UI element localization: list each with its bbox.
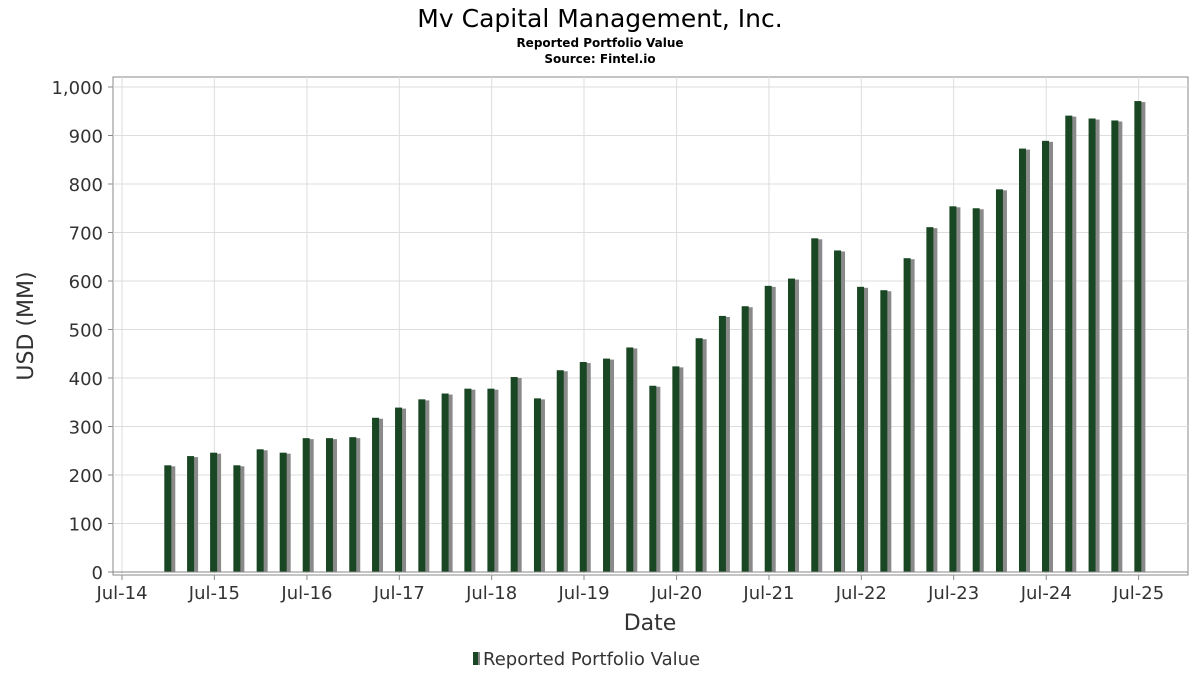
- bar: [741, 306, 749, 572]
- bar: [603, 358, 611, 572]
- bar: [1111, 120, 1119, 572]
- x-tick-label: Jul-23: [927, 583, 979, 604]
- bar: [579, 361, 587, 572]
- x-tick-label: Jul-16: [280, 583, 332, 604]
- bar: [1065, 115, 1073, 573]
- bar: [857, 286, 865, 572]
- bar: [764, 285, 772, 572]
- bar: [164, 465, 172, 572]
- bar: [626, 347, 634, 572]
- bar: [510, 377, 518, 572]
- bar: [1018, 148, 1026, 572]
- bar: [880, 290, 888, 572]
- x-tick-label: Jul-14: [95, 583, 147, 604]
- bar: [695, 338, 703, 572]
- bar: [718, 315, 726, 572]
- bar: [1134, 101, 1142, 572]
- x-tick-label: Jul-17: [373, 583, 425, 604]
- y-tick-label: 600: [69, 272, 103, 293]
- bar: [302, 438, 310, 572]
- y-tick-label: 300: [69, 418, 103, 439]
- y-tick-label: 0: [92, 563, 103, 584]
- bar: [210, 452, 218, 572]
- legend-label: Reported Portfolio Value: [483, 649, 700, 670]
- bar: [279, 452, 287, 572]
- bar: [787, 278, 795, 572]
- bar: [395, 407, 403, 572]
- bar: [926, 227, 934, 573]
- x-tick-label: Jul-24: [1020, 583, 1072, 604]
- x-tick-label: Jul-18: [465, 583, 517, 604]
- bar: [187, 456, 195, 572]
- legend: Reported Portfolio Value: [473, 649, 700, 670]
- chart-title: Mv Capital Management, Inc.: [417, 4, 782, 33]
- legend-swatch-shadow: [478, 652, 480, 665]
- y-axis-label: USD (MM): [14, 271, 39, 380]
- y-tick-label: 400: [69, 369, 103, 390]
- y-tick-label: 200: [69, 466, 103, 487]
- x-tick-label: Jul-19: [557, 583, 609, 604]
- y-tick-label: 100: [69, 515, 103, 536]
- bar: [418, 399, 426, 572]
- bar: [556, 370, 564, 572]
- bar: [811, 238, 819, 572]
- chart-subtitle: Reported Portfolio Value: [516, 36, 683, 50]
- bar: [834, 250, 842, 572]
- bar: [349, 437, 357, 572]
- y-tick-label: 500: [69, 321, 103, 342]
- x-axis-label: Date: [624, 611, 677, 636]
- x-tick-label: Jul-22: [835, 583, 887, 604]
- bar: [995, 189, 1003, 572]
- bar: [464, 388, 472, 572]
- bar: [233, 465, 241, 572]
- bar: [649, 385, 657, 572]
- x-tick-label: Jul-20: [650, 583, 702, 604]
- bar: [441, 393, 449, 572]
- bar: [533, 398, 541, 572]
- x-tick-label: Jul-25: [1112, 583, 1164, 604]
- y-tick-label: 1,000: [51, 78, 103, 99]
- bar: [325, 438, 333, 572]
- bar: [372, 417, 380, 572]
- chart-source: Source: Fintel.io: [544, 52, 655, 66]
- bar: [972, 208, 980, 572]
- y-tick-label: 800: [69, 175, 103, 196]
- bar: [672, 366, 680, 572]
- bar: [903, 258, 911, 572]
- bar: [1088, 118, 1096, 573]
- bar: [256, 449, 264, 572]
- y-tick-label: 900: [69, 127, 103, 148]
- bar: [949, 206, 957, 572]
- x-tick-label: Jul-21: [742, 583, 794, 604]
- bar: [487, 388, 495, 572]
- x-tick-label: Jul-15: [188, 583, 240, 604]
- legend-swatch: [473, 652, 478, 665]
- bar: [1042, 140, 1050, 572]
- y-tick-label: 700: [69, 224, 103, 245]
